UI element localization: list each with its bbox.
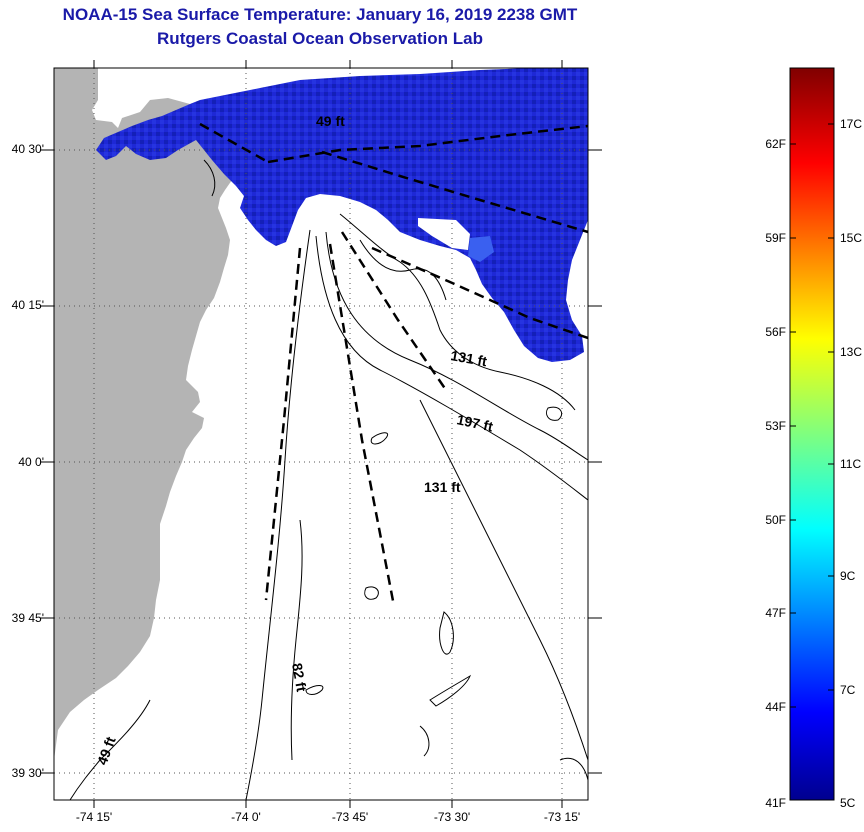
colorbar-f-44: 44F [765, 700, 786, 714]
lon-label-73-30: -73 30' [433, 810, 471, 824]
lat-label-40-30: 40 30' [11, 142, 44, 156]
colorbar-c-5: 5C [840, 796, 856, 810]
lat-label-40-00: 40 0' [18, 455, 44, 469]
lon-label-74-00: -74 0' [231, 810, 261, 824]
bathymetry-contours [69, 159, 589, 801]
lat-label-39-30: 39 30' [11, 766, 44, 780]
map-title: NOAA-15 Sea Surface Temperature: January… [62, 5, 578, 24]
colorbar-f-53: 53F [765, 419, 786, 433]
depth-label-197ft: 197 ft [455, 411, 494, 434]
lat-label-39-45: 39 45' [11, 611, 44, 625]
lon-label-73-15: -73 15' [543, 810, 581, 824]
colorbar [789, 67, 835, 801]
map-frame [53, 67, 589, 801]
colorbar-f-62: 62F [765, 137, 786, 151]
colorbar-c-7: 7C [840, 683, 856, 697]
colorbar-c-9: 9C [840, 569, 856, 583]
shipping-lanes [199, 122, 589, 607]
map-subtitle: Rutgers Coastal Ocean Observation Lab [157, 29, 483, 48]
colorbar-c-15: 15C [840, 231, 863, 245]
frame-ticks [40, 60, 602, 808]
colorbar-c-13: 13C [840, 345, 863, 359]
colorbar-f-47: 47F [765, 606, 786, 620]
colorbar-f-59: 59F [765, 231, 786, 245]
colorbar-f-50: 50F [765, 513, 786, 527]
no-data-gap [418, 218, 470, 250]
land-mass [54, 68, 232, 760]
depth-label-82ft: 82 ft [289, 662, 310, 693]
depth-label-49ft-north: 49 ft [316, 113, 345, 129]
lon-label-73-45: -73 45' [331, 810, 369, 824]
colorbar-c-17: 17C [840, 117, 863, 131]
sst-bright-patch [468, 236, 494, 262]
depth-label-131ft-center: 131 ft [424, 479, 461, 495]
colorbar-c-11: 11C [840, 457, 862, 471]
colorbar-f-41: 41F [765, 796, 786, 810]
colorbar-f-56: 56F [765, 325, 786, 339]
lat-label-40-15: 40 15' [11, 298, 44, 312]
depth-label-131ft-east: 131 ft [449, 347, 488, 369]
graticule [54, 68, 588, 800]
lon-label-74-15: -74 15' [75, 810, 113, 824]
colorbar-ticks [790, 123, 834, 708]
